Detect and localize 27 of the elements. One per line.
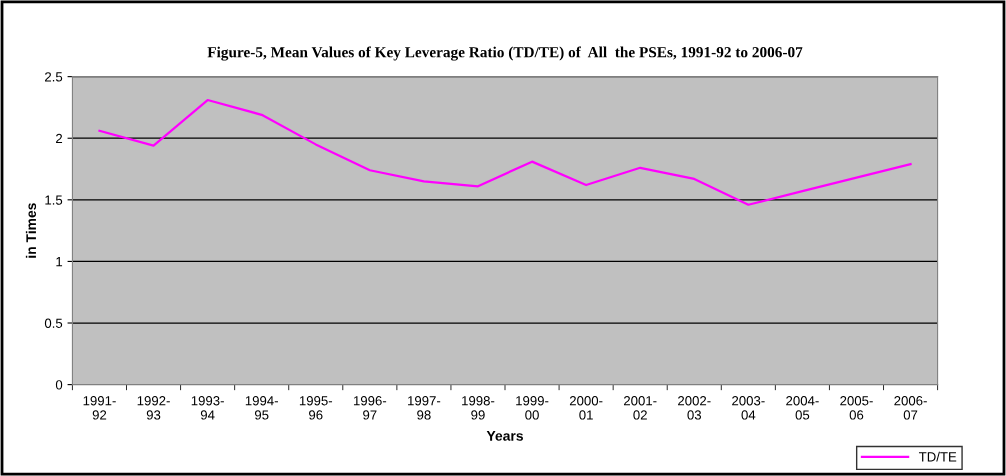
x-tick-label: 2003- 04	[732, 396, 765, 420]
y-tick-label: 2.5	[45, 72, 63, 82]
x-tick-label: 1993- 94	[191, 396, 224, 420]
x-tick-label: 1997- 98	[408, 396, 441, 420]
y-axis-title: in Times	[25, 203, 37, 258]
x-axis-title: Years	[486, 431, 523, 441]
x-tick-label: 1995- 96	[299, 396, 333, 420]
x-tick-label: 1996- 97	[353, 396, 387, 420]
x-tick-label: 2001- 02	[623, 396, 657, 420]
x-tick-label: 1998- 99	[462, 396, 495, 420]
y-tick-label: 1.5	[45, 195, 63, 205]
chart-title: Figure-5, Mean Values of Key Leverage Ratio (TD/TE) of All the PSEs, 1991-92 to 2006-07	[207, 46, 803, 61]
x-tick-label: 1992- 93	[137, 396, 170, 420]
legend-label: TD/TE	[918, 451, 957, 462]
x-tick-label: 1999- 00	[516, 396, 549, 420]
x-tick-label: 2000- 01	[569, 396, 603, 420]
x-tick-label: 2005- 06	[840, 396, 873, 420]
y-tick-label: 0	[55, 380, 63, 390]
y-tick-label: 2	[56, 133, 63, 144]
x-tick-label: 2002- 03	[678, 396, 711, 420]
line-series	[98, 98, 912, 206]
x-tick-label: 1994- 95	[245, 396, 278, 420]
y-tick-label: 1	[56, 257, 63, 267]
y-tick-label: 0.5	[44, 318, 63, 328]
x-tick-label: 2004- 05	[786, 396, 819, 420]
x-tick-label: 2006- 07	[894, 396, 927, 420]
x-tick-label: 1991- 92	[83, 396, 116, 420]
